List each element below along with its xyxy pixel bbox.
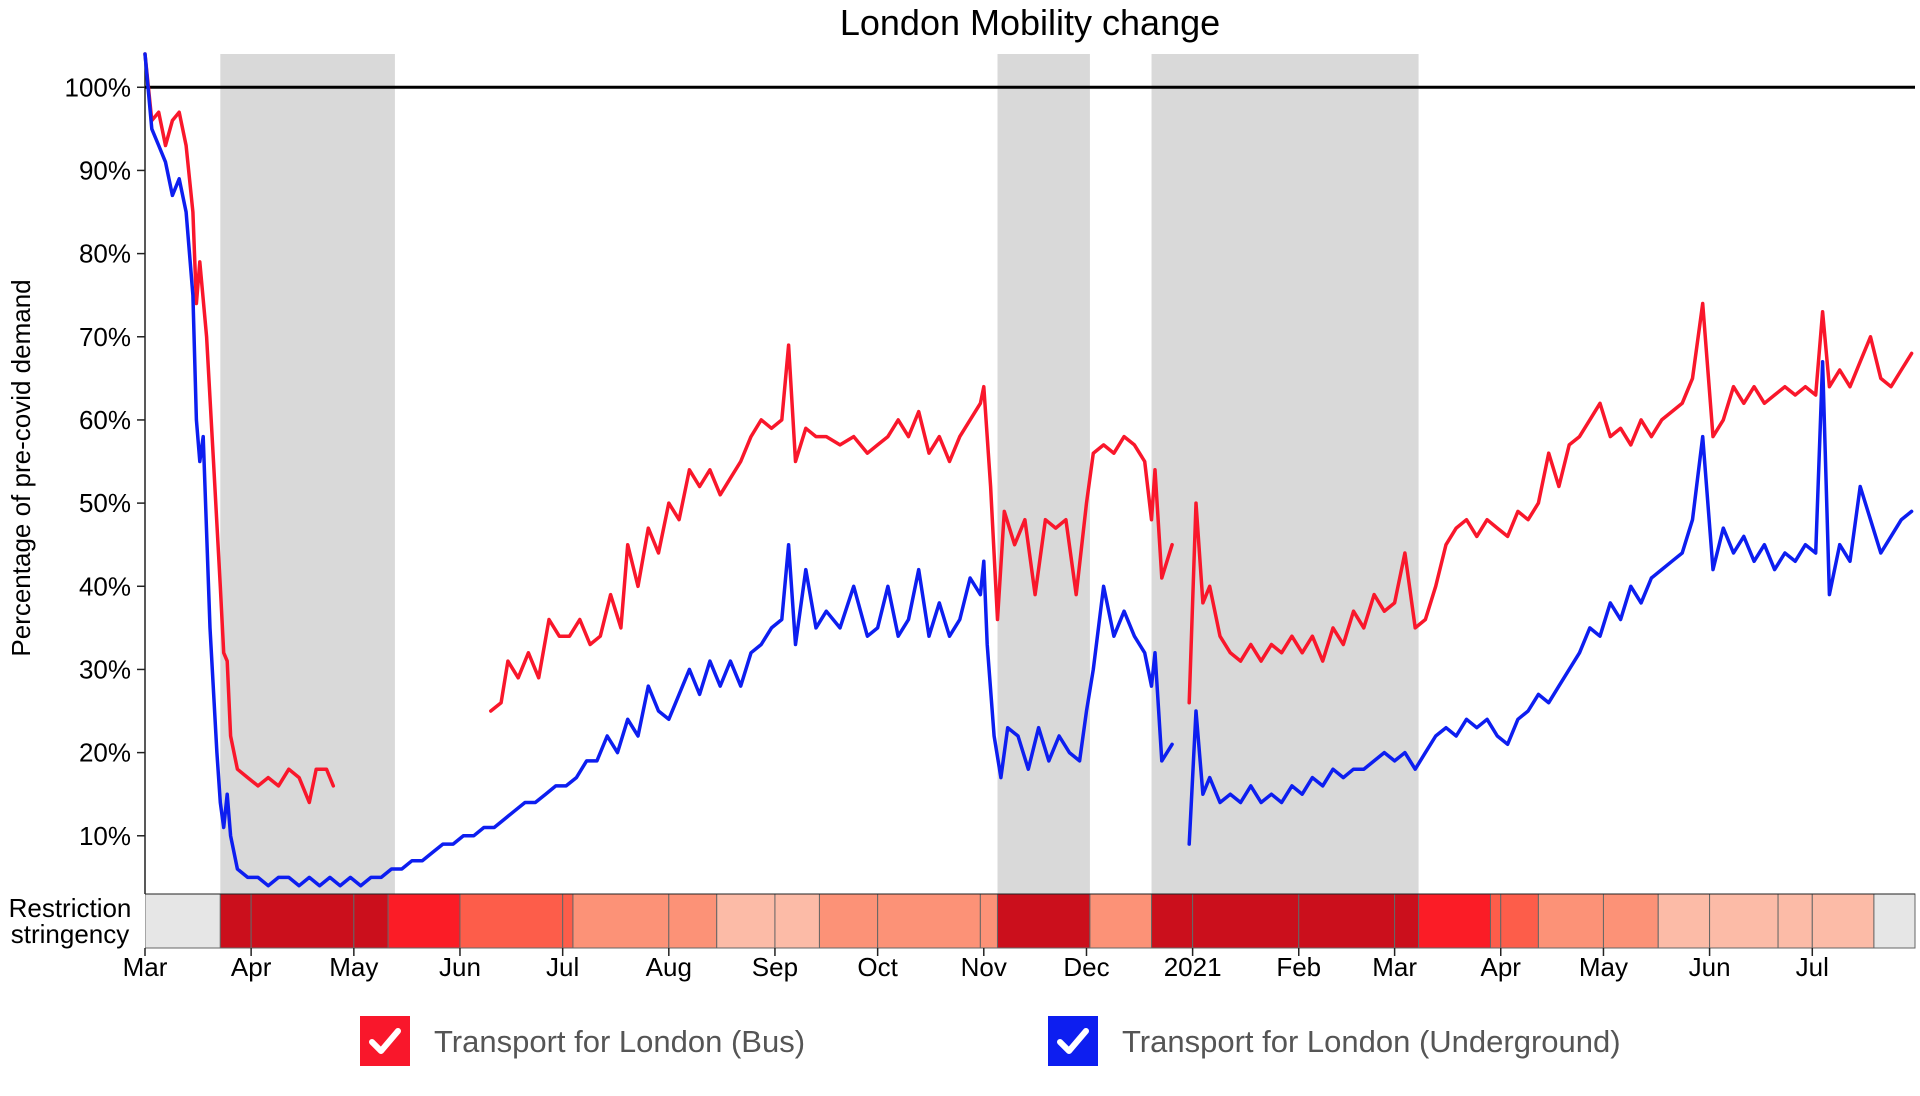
x-tick-label: 2021 <box>1164 952 1222 982</box>
y-tick-label: 90% <box>79 155 131 185</box>
y-tick-label: 100% <box>65 72 132 102</box>
bus-line <box>489 343 1174 713</box>
y-tick-label: 60% <box>79 405 131 435</box>
axes: 10% 20% 30% 40% 50% 60% 70% 80% 90% 100% Mar Apr May… <box>65 54 1915 982</box>
check-icon <box>1057 1028 1089 1054</box>
x-tick-label: Mar <box>1372 952 1417 982</box>
x-tick-label: Dec <box>1063 952 1109 982</box>
stringency-band <box>996 893 1091 949</box>
lockdown-region <box>997 54 1090 894</box>
y-tick-label: 50% <box>79 488 131 518</box>
underground-line <box>143 52 1174 888</box>
stringency-band <box>1709 893 1779 949</box>
x-tick-label: Oct <box>857 952 898 982</box>
stringency-band <box>1811 893 1875 949</box>
stringency-band <box>1192 893 1300 949</box>
stringency-band <box>1873 893 1916 949</box>
series-lines <box>143 52 1914 888</box>
stringency-band <box>1418 893 1491 949</box>
x-tick-label: Jul <box>1796 952 1829 982</box>
stringency-band <box>1500 893 1539 949</box>
stringency-band <box>818 893 879 949</box>
stringency-band <box>1489 893 1502 949</box>
x-tick-label: Aug <box>646 952 692 982</box>
stringency-band <box>353 893 389 949</box>
stringency-band <box>144 893 221 949</box>
legend-checkbox <box>1048 1016 1098 1066</box>
stringency-band <box>219 893 252 949</box>
legend-label: Transport for London (Underground) <box>1122 1024 1621 1059</box>
stringency-band <box>1298 893 1396 949</box>
y-axis-label: Percentage of pre-covid demand <box>6 279 36 656</box>
check-icon <box>369 1028 401 1054</box>
stringency-band <box>979 893 998 949</box>
bus-line <box>143 52 336 805</box>
stringency-band <box>716 893 776 949</box>
stringency-band <box>774 893 820 949</box>
y-tick-label: 40% <box>79 571 131 601</box>
underground-line <box>1187 359 1914 846</box>
stringency-label-line2: stringency <box>11 919 130 949</box>
x-tick-label: Jun <box>439 952 481 982</box>
x-tick-label: May <box>329 952 378 982</box>
stringency-band <box>459 893 564 949</box>
stringency-band <box>1151 893 1194 949</box>
y-tick-label: 80% <box>79 239 131 269</box>
y-tick-label: 20% <box>79 738 131 768</box>
lockdown-region <box>1151 54 1419 894</box>
x-tick-label: Nov <box>961 952 1007 982</box>
x-tick-label: Feb <box>1276 952 1321 982</box>
x-tick-label: Jul <box>546 952 579 982</box>
y-tick-label: 10% <box>79 821 131 851</box>
x-tick-label: May <box>1579 952 1628 982</box>
stringency-label-bg <box>0 894 145 948</box>
lockdown-region <box>220 54 395 894</box>
legend-item-underground[interactable]: Transport for London (Underground) <box>1048 1016 1621 1066</box>
stringency-band <box>572 893 670 949</box>
chart-title: London Mobility change <box>840 2 1220 43</box>
legend-label: Transport for London (Bus) <box>434 1024 805 1059</box>
stringency-band <box>668 893 718 949</box>
bus-line <box>1187 301 1914 705</box>
stringency-band <box>1394 893 1420 949</box>
y-tick-label: 30% <box>79 654 131 684</box>
stringency-band <box>387 893 461 949</box>
stringency-band <box>1777 893 1813 949</box>
legend-checkbox <box>360 1016 410 1066</box>
stringency-band <box>562 893 574 949</box>
stringency-band <box>877 893 981 949</box>
stringency-band <box>1089 893 1153 949</box>
stringency-band <box>1657 893 1711 949</box>
stringency-band <box>250 893 355 949</box>
legend: Transport for London (Bus) Transport for … <box>360 1016 1621 1066</box>
x-tick-label: Apr <box>231 952 272 982</box>
stringency-band <box>1537 893 1604 949</box>
stringency-label-line1: Restriction <box>9 893 132 923</box>
x-tick-label: Mar <box>123 952 168 982</box>
x-tick-label: Sep <box>752 952 798 982</box>
legend-item-bus[interactable]: Transport for London (Bus) <box>360 1016 805 1066</box>
x-tick-label: Jun <box>1689 952 1731 982</box>
y-tick-label: 70% <box>79 322 131 352</box>
stringency-band <box>1602 893 1659 949</box>
x-tick-label: Apr <box>1481 952 1522 982</box>
lockdown-shading <box>220 54 1419 894</box>
